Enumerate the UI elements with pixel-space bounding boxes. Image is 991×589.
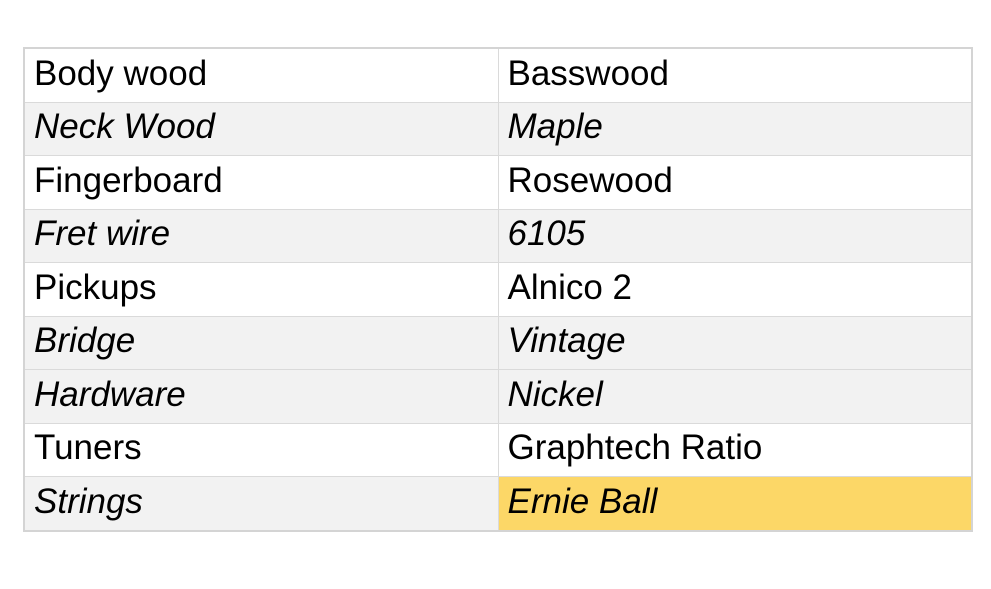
spec-name-cell[interactable]: Neck Wood xyxy=(23,101,499,157)
spec-value-cell[interactable]: Basswood xyxy=(497,47,973,103)
spec-name-cell[interactable]: Fingerboard xyxy=(23,155,499,210)
spec-table-body: Body wood Basswood Neck Wood Maple Finge… xyxy=(23,47,973,532)
spec-name-cell[interactable]: Body wood xyxy=(23,47,499,103)
table-row: Hardware Nickel xyxy=(23,369,973,424)
spec-name-cell[interactable]: Tuners xyxy=(23,422,499,478)
table-row: Fret wire 6105 xyxy=(23,208,973,264)
table-row: Bridge Vintage xyxy=(23,315,973,371)
spec-value-cell[interactable]: Alnico 2 xyxy=(497,262,973,317)
spec-name-cell[interactable]: Hardware xyxy=(23,369,499,424)
spec-value-cell[interactable]: Graphtech Ratio xyxy=(497,422,973,478)
spec-value-cell[interactable]: Ernie Ball xyxy=(497,476,973,532)
spec-value-cell[interactable]: 6105 xyxy=(497,208,973,264)
table-row: Neck Wood Maple xyxy=(23,101,973,157)
table-row: Tuners Graphtech Ratio xyxy=(23,422,973,478)
spec-name-cell[interactable]: Pickups xyxy=(23,262,499,317)
spec-value-cell[interactable]: Maple xyxy=(497,101,973,157)
spec-name-cell[interactable]: Bridge xyxy=(23,315,499,371)
table-row: Fingerboard Rosewood xyxy=(23,155,973,210)
spec-name-cell[interactable]: Strings xyxy=(23,476,499,532)
spec-value-cell[interactable]: Rosewood xyxy=(497,155,973,210)
spec-table: Body wood Basswood Neck Wood Maple Finge… xyxy=(23,47,973,532)
table-row: Body wood Basswood xyxy=(23,47,973,103)
spec-value-cell[interactable]: Nickel xyxy=(497,369,973,424)
table-row: Strings Ernie Ball xyxy=(23,476,973,532)
spec-name-cell[interactable]: Fret wire xyxy=(23,208,499,264)
table-row: Pickups Alnico 2 xyxy=(23,262,973,317)
spec-value-cell[interactable]: Vintage xyxy=(497,315,973,371)
